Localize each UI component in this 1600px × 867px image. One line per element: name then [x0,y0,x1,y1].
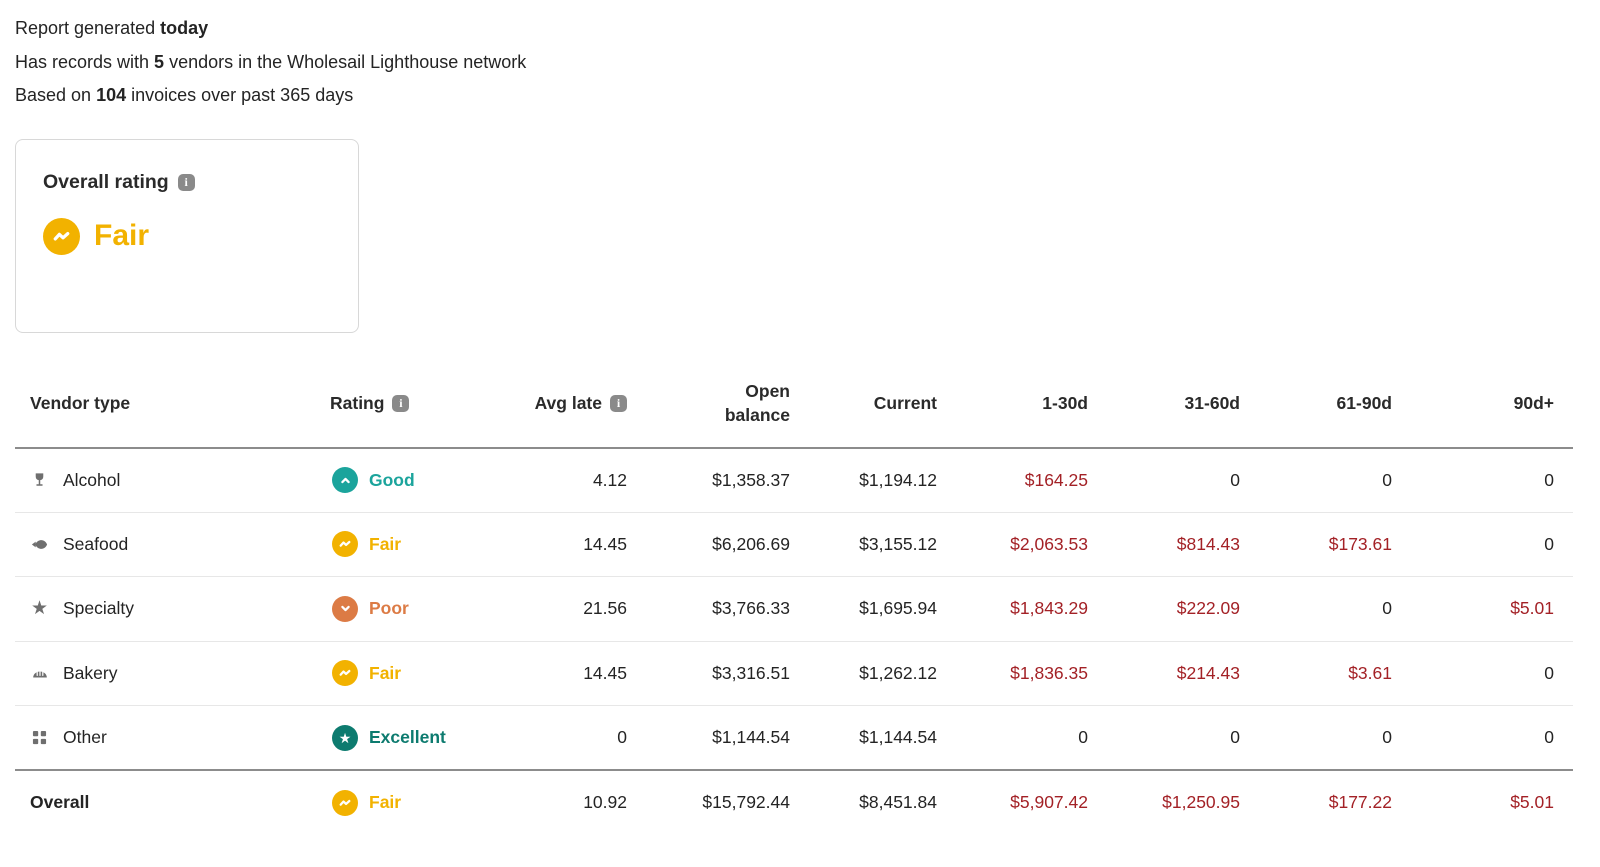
overall-rating-card: Overall rating i Fair [15,138,359,333]
rating-label: Poor [369,598,409,619]
table-row-bakery: Bakery Fair 14.45 $3,316.51 $1,262.12 $1… [15,641,1573,706]
vendor-records-line: Has records with 5 vendors in the Wholes… [15,51,527,72]
1-30d-value: $5,907.42 [1010,792,1088,813]
col-header-avg-late: Avg late i [502,359,627,449]
31-60d-value: $1,250.95 [1162,792,1240,813]
31-60d-value: 0 [1088,705,1240,771]
col-header-vendor-type: Vendor type [15,359,330,449]
current-value: $1,262.12 [790,641,937,706]
fish-icon [30,535,49,554]
rating-label: Fair [369,792,402,813]
rating-label: Good [369,469,415,490]
open-balance-value: $3,316.51 [627,641,790,706]
61-90d-value: $3.61 [1240,641,1392,706]
avg-late-value: 0 [502,705,627,771]
61-90d-value: $173.61 [1240,512,1392,577]
overall-rating-title: Overall rating [43,170,169,193]
90d-plus-value: $5.01 [1510,792,1554,813]
1-30d-value: $164.25 [937,447,1088,513]
chevron-down-circle-icon [332,595,358,622]
90d-plus-value: 0 [1392,705,1573,771]
90d-plus-value: 0 [1392,512,1573,577]
31-60d-value: $814.43 [1088,512,1240,577]
overall-rating-value: Fair [94,219,150,252]
open-balance-value: $15,792.44 [702,792,790,813]
vendor-type-label: Alcohol [63,469,121,490]
61-90d-value: 0 [1240,576,1392,642]
1-30d-value: 0 [937,705,1088,771]
col-header-90d-plus: 90d+ [1392,359,1573,449]
wave-circle-icon [332,531,358,558]
90d-plus-value: 0 [1392,447,1573,513]
wine-glass-icon [30,471,49,490]
current-value: $1,695.94 [790,576,937,642]
61-90d-value: $177.22 [1328,792,1392,813]
col-header-open-balance: Open balance [627,359,790,449]
61-90d-value: 0 [1240,447,1392,513]
90d-plus-value: $5.01 [1392,576,1573,642]
rating-label: Fair [369,662,402,683]
1-30d-value: $1,836.35 [937,641,1088,706]
rating-label: Excellent [369,727,446,747]
col-header-31-60d: 31-60d [1088,359,1240,449]
vendor-type-label: Other [63,727,107,747]
fair-wave-circle-icon [43,217,80,255]
31-60d-value: 0 [1088,447,1240,513]
table-row-seafood: Seafood Fair 14.45 $6,206.69 $3,155.12 $… [15,512,1573,577]
1-30d-value: $2,063.53 [937,512,1088,577]
31-60d-value: $214.43 [1088,641,1240,706]
grid-squares-icon [30,728,49,747]
rating-label: Fair [369,533,402,554]
col-header-rating: Rating i [330,359,502,449]
current-value: $8,451.84 [859,792,937,813]
61-90d-value: 0 [1240,705,1392,771]
avg-late-value: 4.12 [502,447,627,513]
avg-late-value: 14.45 [502,512,627,577]
chevron-up-circle-icon [332,467,358,493]
info-icon[interactable]: i [177,173,195,191]
col-header-current: Current [790,359,937,449]
wave-circle-icon [332,789,358,816]
current-value: $1,144.54 [790,705,937,771]
open-balance-value: $6,206.69 [627,512,790,577]
vendor-type-label: Seafood [63,533,129,554]
table-header-row: Vendor type Rating i Avg late i Open balan… [15,359,1573,449]
vendor-type-label: Bakery [63,662,118,683]
star-circle-icon: ★ [332,724,358,751]
current-value: $1,194.12 [790,447,937,513]
wave-circle-icon [332,660,358,687]
star-icon: ★ [30,598,49,620]
current-value: $3,155.12 [790,512,937,577]
avg-late-value: 21.56 [502,576,627,642]
table-row-specialty: ★ Specialty Poor 21.56 $3,766.33 $1,695.… [15,576,1573,642]
vendor-aging-table: Vendor type Rating i Avg late i Open balan… [15,359,1573,835]
vendor-type-label: Specialty [63,598,135,619]
avg-late-value: 14.45 [502,641,627,706]
open-balance-value: $1,358.37 [627,447,790,513]
avg-late-value: 10.92 [583,792,627,813]
report-meta: Report generated today Has records with … [0,0,1600,113]
info-icon[interactable]: i [610,394,627,412]
table-row-other: Other ★ Excellent 0 $1,144.54 $1,144.54 … [15,705,1573,771]
table-row-alcohol: Alcohol Good 4.12 $1,358.37 $1,194.12 $1… [15,447,1573,513]
info-icon[interactable]: i [392,394,410,412]
open-balance-value: $3,766.33 [627,576,790,642]
bread-loaf-icon [30,664,49,683]
col-header-61-90d: 61-90d [1240,359,1392,449]
1-30d-value: $1,843.29 [937,576,1088,642]
invoices-line: Based on 104 invoices over past 365 days [15,85,354,105]
table-row-overall: Overall Fair 10.92 $15,792.44 $8,451.84 … [15,770,1573,835]
open-balance-value: $1,144.54 [627,705,790,771]
col-header-1-30d: 1-30d [937,359,1088,449]
report-generated-line: Report generated today [15,18,209,38]
31-60d-value: $222.09 [1088,576,1240,642]
90d-plus-value: 0 [1392,641,1573,706]
overall-row-label: Overall [30,792,90,813]
